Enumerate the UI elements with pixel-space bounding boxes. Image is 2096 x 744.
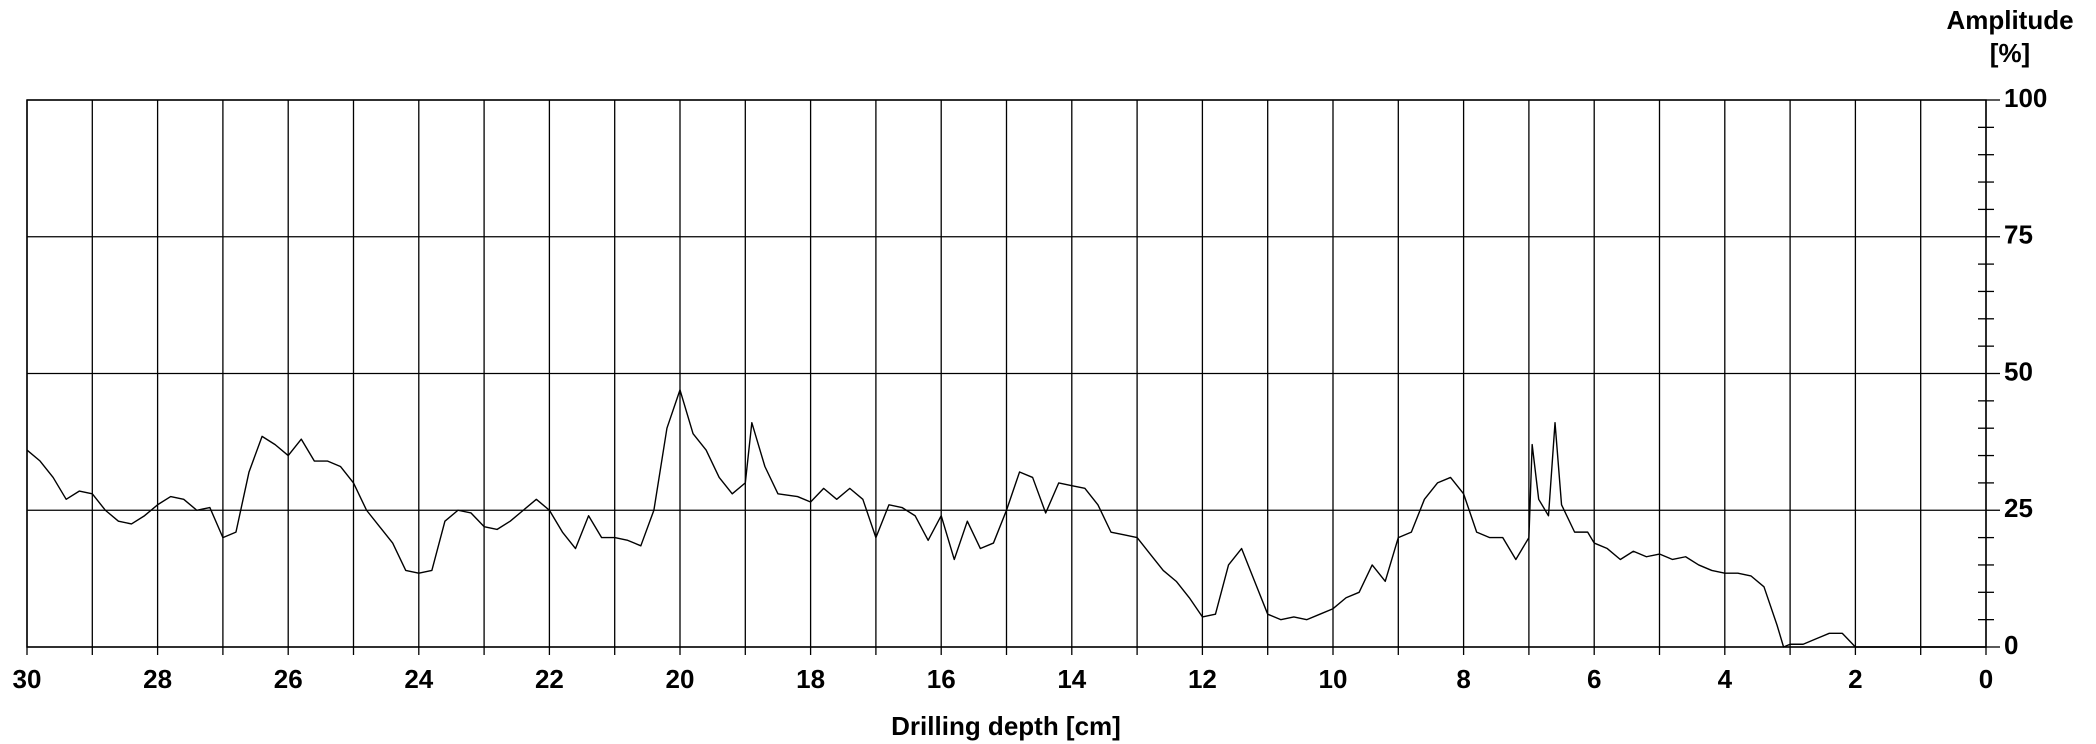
x-tick-label: 16 [927,664,956,694]
y-tick-label: 75 [2004,220,2033,250]
y-tick-label: 50 [2004,356,2033,386]
y-axis-label: Amplitude [1946,5,2073,35]
x-tick-label: 2 [1848,664,1862,694]
x-tick-label: 30 [13,664,42,694]
x-tick-label: 14 [1057,664,1086,694]
x-tick-label: 0 [1979,664,1993,694]
y-tick-label: 0 [2004,630,2018,660]
x-tick-label: 26 [274,664,303,694]
x-tick-label: 12 [1188,664,1217,694]
x-tick-label: 24 [404,664,433,694]
x-tick-label: 6 [1587,664,1601,694]
x-tick-label: 8 [1456,664,1470,694]
x-tick-label: 22 [535,664,564,694]
x-tick-label: 28 [143,664,172,694]
x-tick-label: 4 [1718,664,1733,694]
y-tick-label: 25 [2004,493,2033,523]
x-axis-label: Drilling depth [cm] [891,711,1121,741]
y-axis-label: [%] [1990,38,2030,68]
y-tick-label: 100 [2004,83,2047,113]
data-line [26,389,1986,648]
x-tick-label: 18 [796,664,825,694]
x-tick-label: 20 [666,664,695,694]
x-tick-label: 10 [1319,664,1348,694]
